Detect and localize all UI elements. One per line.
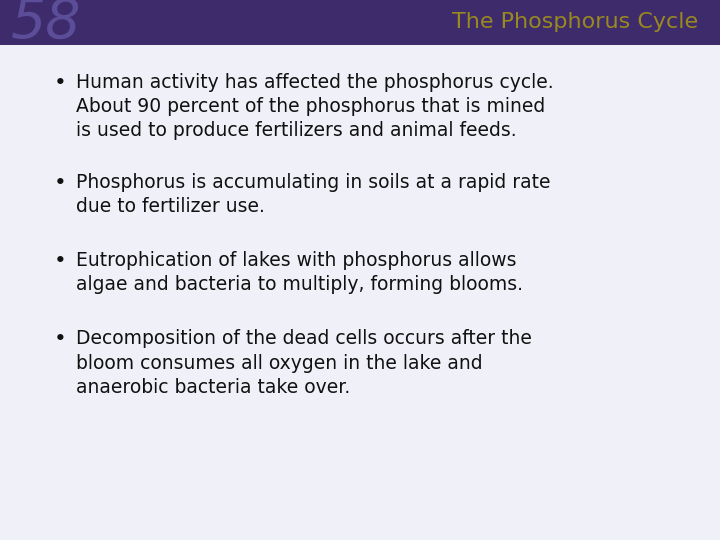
Text: Phosphorus is accumulating in soils at a rapid rate
due to fertilizer use.: Phosphorus is accumulating in soils at a… [76,173,550,216]
FancyBboxPatch shape [0,0,720,45]
Text: 58: 58 [11,0,81,49]
Text: The Phosphorus Cycle: The Phosphorus Cycle [452,12,698,32]
Text: •: • [54,251,67,271]
Text: •: • [54,329,67,349]
Text: Decomposition of the dead cells occurs after the
bloom consumes all oxygen in th: Decomposition of the dead cells occurs a… [76,329,531,397]
Text: •: • [54,173,67,193]
Text: Human activity has affected the phosphorus cycle.
About 90 percent of the phosph: Human activity has affected the phosphor… [76,73,553,140]
Text: Eutrophication of lakes with phosphorus allows
algae and bacteria to multiply, f: Eutrophication of lakes with phosphorus … [76,251,523,294]
Text: •: • [54,73,67,93]
